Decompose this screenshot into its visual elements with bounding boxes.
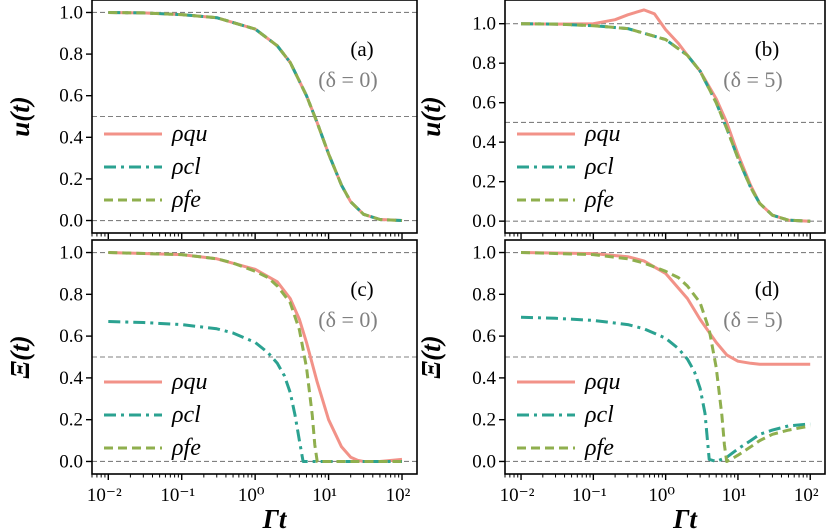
delta-label: (δ = 5) [723,67,782,92]
legend-label-fe: ρfe [171,187,201,213]
y-axis-label: Ξ(t) [5,335,35,378]
series-line-qu [520,251,811,366]
plot-frame [504,0,826,234]
y-tick-label: 0.2 [472,172,496,193]
y-tick-label: 0.6 [59,326,83,347]
legend-label-cl: ρcl [584,154,614,180]
panel-b: 0.0 0.2 0.4 0.6 0.8 1.0 u(t) (b) (δ = 5) ρqu ρcl ρf… [416,0,826,239]
series-line-cl [108,320,402,463]
series-line-fe [108,251,402,463]
y-tick-label: 0.8 [472,284,496,305]
y-tick-label: 0.0 [472,451,496,472]
series-line-cl [520,315,811,463]
y-tick-label: 1.0 [472,14,496,35]
series-line-fe [520,251,811,463]
x-tick-label: 10¹ [312,485,337,506]
panel-d: 0.0 0.2 0.4 0.6 0.8 1.0 10⁻² 10⁻¹ 10⁰ 10¹ 10² Ξ(t) Γ… [416,239,826,531]
y-tick-label: 0.6 [472,93,496,114]
legend: ρqu ρcl ρfe [517,369,621,461]
x-axis-label: Γt [262,504,288,531]
y-tick-label: 0.2 [59,410,83,431]
panel-tag: (d) [755,277,780,301]
panel-tag: (b) [755,37,780,61]
legend: ρqu ρcl ρfe [104,121,208,213]
y-tick-label: 0.0 [472,211,496,232]
legend-label-qu: ρqu [171,369,208,395]
legend-label-qu: ρqu [171,121,208,147]
y-tick-label: 0.6 [472,326,496,347]
legend-label-fe: ρfe [171,435,201,461]
delta-label: (δ = 5) [723,307,782,332]
y-tick-label: 0.8 [59,44,83,65]
y-tick-label: 0.2 [59,169,83,190]
panel-c: 0.0 0.2 0.4 0.6 0.8 1.0 10⁻² 10⁻¹ 10⁰ 10¹ 10² Ξ(t) Γ… [5,239,418,531]
y-tick-label: 1.0 [59,2,83,23]
y-tick-label: 0.2 [472,410,496,431]
x-tick-label: 10⁻² [87,485,122,506]
x-axis-label: Γt [672,504,698,531]
y-axis-label: u(t) [416,96,446,137]
y-tick-label: 0.0 [59,451,83,472]
legend-label-cl: ρcl [171,402,201,428]
delta-label: (δ = 0) [318,67,377,92]
panel-tag: (a) [350,37,373,61]
panel-a: 0.0 0.2 0.4 0.6 0.8 1.0 u(t) (a) (δ = 0) ρqu ρcl ρf… [5,0,418,239]
y-tick-label: 1.0 [59,243,83,264]
y-tick-label: 0.4 [472,132,496,153]
y-axis-label: Ξ(t) [416,335,446,378]
x-tick-label: 10⁰ [238,485,265,506]
legend-label-cl: ρcl [584,402,614,428]
series-line-fe [520,22,811,223]
x-tick-label: 10² [386,485,411,506]
x-tick-label: 10² [794,485,819,506]
y-tick-label: 0.4 [59,127,83,148]
legend-label-qu: ρqu [584,121,621,147]
y-tick-label: 0.8 [59,284,83,305]
delta-label: (δ = 0) [318,307,377,332]
legend-label-fe: ρfe [584,187,614,213]
legend: ρqu ρcl ρfe [517,121,621,213]
panel-tag: (c) [350,277,373,301]
legend-label-cl: ρcl [171,154,201,180]
legend-label-qu: ρqu [584,369,621,395]
x-tick-label: 10¹ [722,485,747,506]
y-tick-label: 0.4 [59,368,83,389]
y-tick-label: 0.8 [472,53,496,74]
y-tick-label: 1.0 [472,243,496,264]
x-tick-label: 10⁻¹ [160,485,195,506]
y-tick-label: 0.6 [59,86,83,107]
legend: ρqu ρcl ρfe [104,369,208,461]
x-tick-label: 10⁻¹ [572,485,607,506]
y-axis-label: u(t) [5,96,35,137]
x-tick-label: 10⁻² [500,485,535,506]
legend-label-fe: ρfe [584,435,614,461]
y-tick-label: 0.0 [59,211,83,232]
x-tick-label: 10⁰ [648,485,675,506]
y-tick-label: 0.4 [472,368,496,389]
series-line-fe [108,11,403,222]
